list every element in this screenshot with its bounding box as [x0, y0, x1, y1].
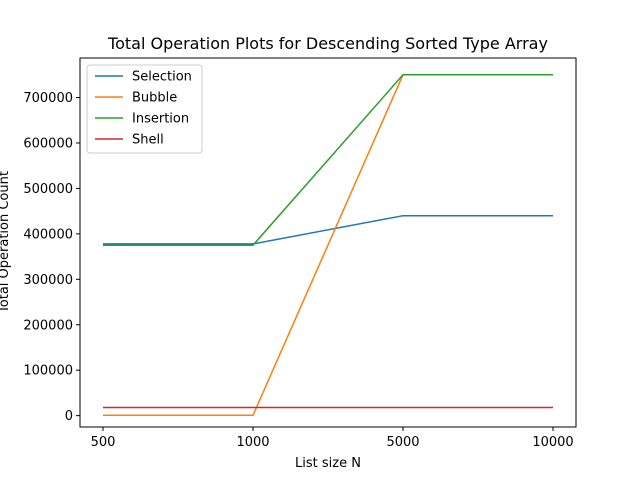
x-axis-label: List size N [295, 456, 361, 471]
y-tick-label: 600000 [23, 136, 73, 151]
legend-label-insertion: Insertion [132, 112, 189, 127]
y-tick-label: 700000 [23, 91, 73, 106]
chart-title: Total Operation Plots for Descending Sor… [107, 34, 548, 53]
x-tick-label: 1000 [236, 435, 269, 450]
x-tick-label: 10000 [532, 435, 573, 450]
x-tick-label: 5000 [386, 435, 419, 450]
y-tick-label: 0 [65, 409, 73, 424]
x-tick-label: 500 [91, 435, 116, 450]
series-layer [103, 74, 553, 416]
legend-label-shell: Shell [132, 133, 164, 148]
plot-frame [79, 57, 577, 428]
series-line-insertion [103, 74, 553, 246]
legend-label-selection: Selection [132, 70, 192, 85]
y-tick-label: 200000 [23, 318, 73, 333]
legend: Selection Bubble Insertion Shell [86, 64, 203, 154]
x-axis: 500 1000 5000 10000 [91, 427, 574, 450]
series-line-selection [103, 214, 553, 245]
y-tick-label: 100000 [23, 364, 73, 379]
legend-label-bubble: Bubble [132, 91, 177, 106]
y-tick-label: 300000 [23, 273, 73, 288]
y-tick-label: 500000 [23, 182, 73, 197]
legend-box [86, 64, 203, 154]
y-tick-label: 400000 [23, 227, 73, 242]
y-axis: 0 100000 200000 300000 400000 500000 600000 700… [23, 91, 80, 424]
y-axis-label: Total Operation Count [0, 171, 12, 314]
